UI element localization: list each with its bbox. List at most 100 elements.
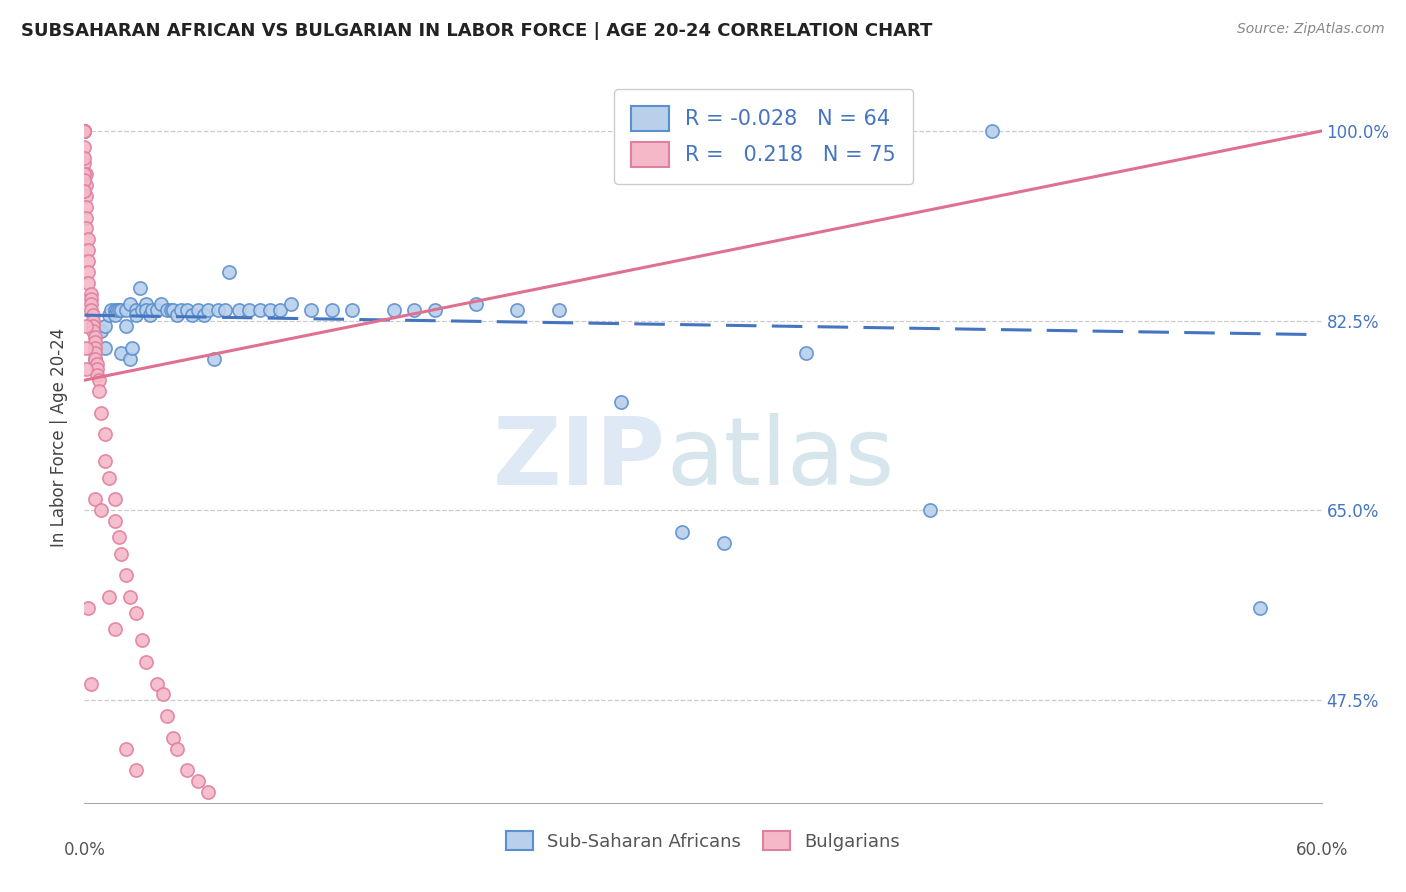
Point <box>73 124 96 138</box>
Point <box>547 302 569 317</box>
Point <box>98 471 121 485</box>
Text: ZIP: ZIP <box>494 413 666 505</box>
Point <box>108 302 131 317</box>
Point <box>152 688 174 702</box>
Text: Source: ZipAtlas.com: Source: ZipAtlas.com <box>1237 22 1385 37</box>
Y-axis label: In Labor Force | Age 20-24: In Labor Force | Age 20-24 <box>49 327 67 547</box>
Point <box>156 709 179 723</box>
Point <box>77 600 100 615</box>
Point <box>404 302 426 317</box>
Point <box>110 302 132 317</box>
Point <box>280 297 302 311</box>
Point <box>82 308 104 322</box>
Point <box>98 590 121 604</box>
Text: atlas: atlas <box>666 413 894 505</box>
Point <box>197 302 219 317</box>
Point <box>77 232 100 246</box>
Point <box>166 741 188 756</box>
Point <box>73 124 96 138</box>
Point <box>82 318 104 333</box>
Point <box>75 200 97 214</box>
Point <box>100 302 122 317</box>
Point <box>166 308 188 322</box>
Point <box>79 297 101 311</box>
Point <box>83 351 105 366</box>
Point <box>423 302 446 317</box>
Point <box>87 384 110 398</box>
Text: SUBSAHARAN AFRICAN VS BULGARIAN IN LABOR FORCE | AGE 20-24 CORRELATION CHART: SUBSAHARAN AFRICAN VS BULGARIAN IN LABOR… <box>21 22 932 40</box>
Point <box>214 302 236 317</box>
Point <box>87 373 110 387</box>
Point <box>114 741 136 756</box>
Point <box>121 341 143 355</box>
Point <box>145 676 167 690</box>
Text: 0.0%: 0.0% <box>63 841 105 859</box>
Point <box>73 140 96 154</box>
Point <box>465 297 488 311</box>
Point <box>269 302 291 317</box>
Point <box>75 167 97 181</box>
Point <box>160 302 183 317</box>
Point <box>125 302 148 317</box>
Point <box>162 731 184 745</box>
Point <box>118 297 141 311</box>
Point <box>104 623 127 637</box>
Point <box>110 547 132 561</box>
Point <box>83 341 105 355</box>
Point <box>135 655 157 669</box>
Point <box>75 341 97 355</box>
Point <box>207 302 229 317</box>
Point <box>73 156 96 170</box>
Point <box>73 124 96 138</box>
Point <box>90 503 112 517</box>
Point <box>75 211 97 225</box>
Point <box>98 308 121 322</box>
Point <box>170 302 193 317</box>
Point <box>94 427 117 442</box>
Point <box>86 368 108 382</box>
Point <box>104 514 127 528</box>
Point <box>187 302 209 317</box>
Point <box>129 281 152 295</box>
Point <box>135 302 157 317</box>
Point <box>506 302 529 317</box>
Point <box>75 178 97 193</box>
Legend: Sub-Saharan Africans, Bulgarians: Sub-Saharan Africans, Bulgarians <box>496 822 910 860</box>
Point <box>118 351 141 366</box>
Point <box>73 124 96 138</box>
Text: 60.0%: 60.0% <box>1295 841 1348 859</box>
Point <box>176 302 198 317</box>
Point <box>73 151 96 165</box>
Point <box>77 243 100 257</box>
Point <box>141 302 163 317</box>
Point <box>131 302 153 317</box>
Point <box>75 189 97 203</box>
Point <box>94 341 117 355</box>
Point <box>249 302 271 317</box>
Point <box>90 406 112 420</box>
Point <box>73 124 96 138</box>
Point <box>77 265 100 279</box>
Point <box>193 308 215 322</box>
Point <box>259 302 281 317</box>
Point <box>149 297 172 311</box>
Point <box>238 302 260 317</box>
Point <box>218 265 240 279</box>
Point <box>145 302 167 317</box>
Point <box>139 308 162 322</box>
Point <box>125 764 148 778</box>
Point <box>82 325 104 339</box>
Point <box>176 764 198 778</box>
Point <box>156 302 179 317</box>
Point <box>73 124 96 138</box>
Point <box>321 302 343 317</box>
Point <box>125 606 148 620</box>
Point <box>197 785 219 799</box>
Point <box>131 633 153 648</box>
Point <box>83 346 105 360</box>
Point <box>382 302 405 317</box>
Point <box>104 308 127 322</box>
Point <box>73 172 96 186</box>
Point <box>79 676 101 690</box>
Point <box>79 292 101 306</box>
